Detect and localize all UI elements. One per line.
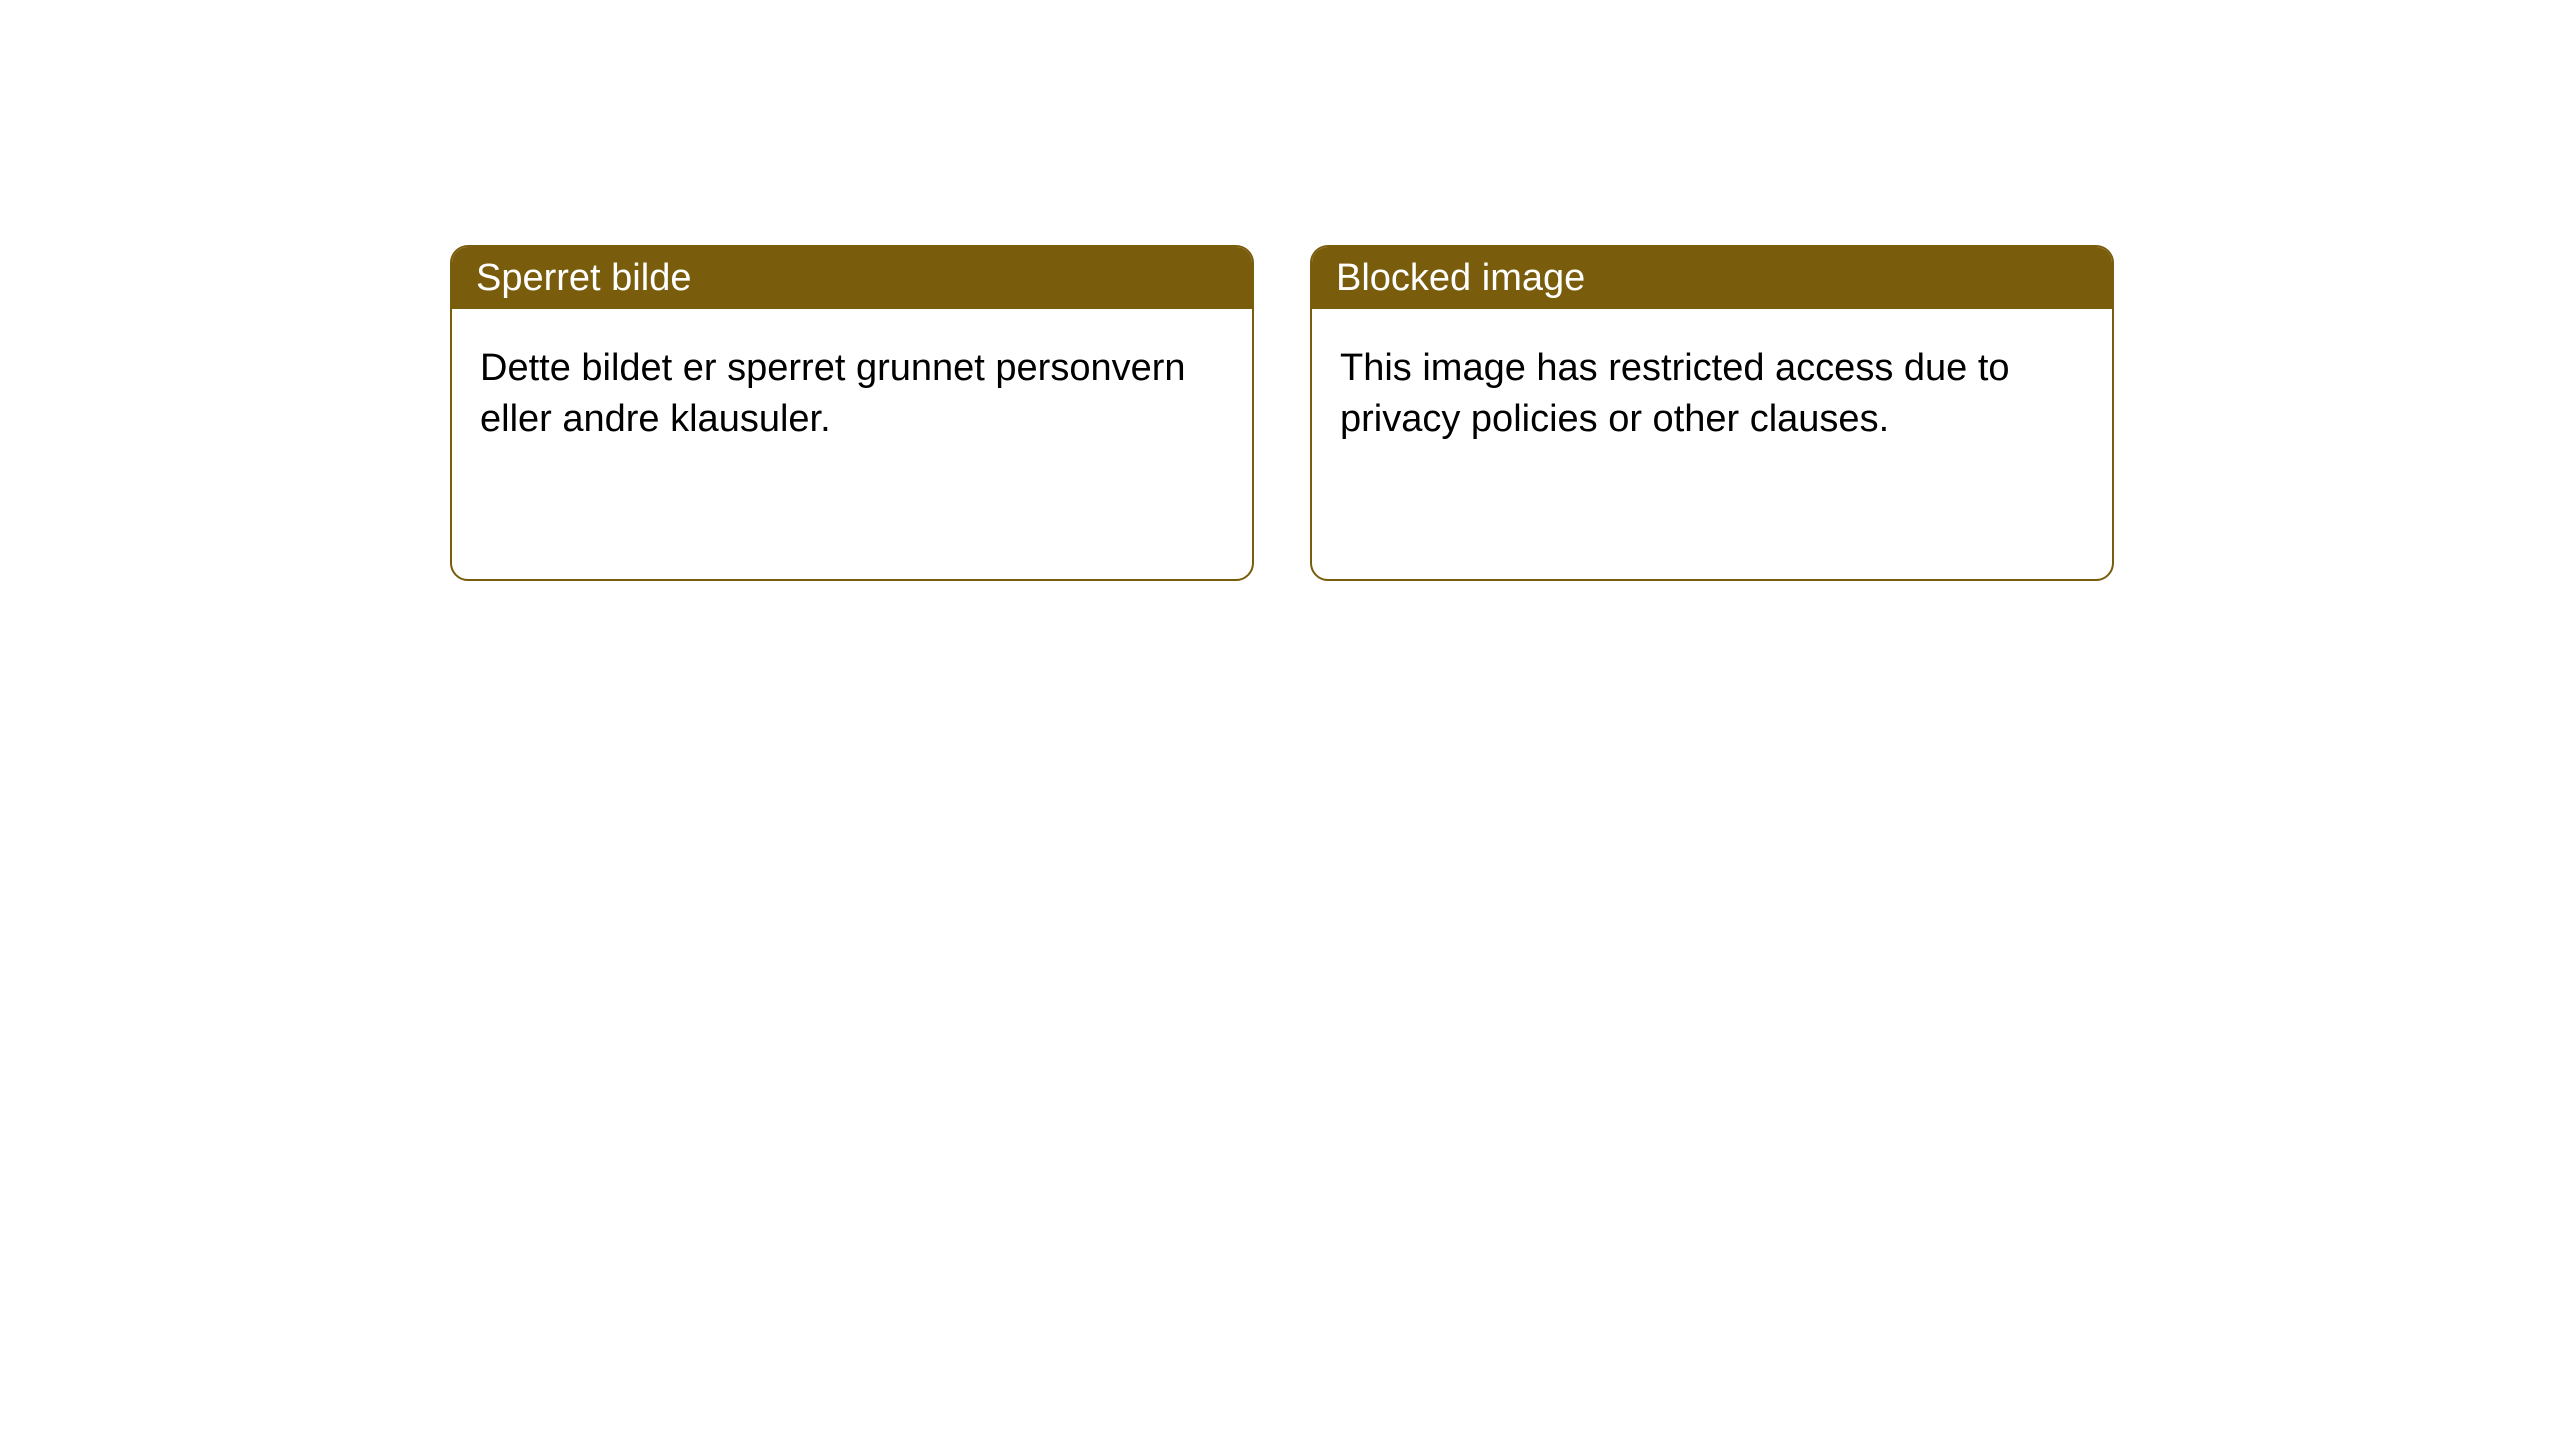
card-title: Blocked image [1312,247,2112,309]
notice-card-norwegian: Sperret bilde Dette bildet er sperret gr… [450,245,1254,581]
card-body-text: Dette bildet er sperret grunnet personve… [452,309,1252,480]
notice-cards-container: Sperret bilde Dette bildet er sperret gr… [0,0,2560,581]
notice-card-english: Blocked image This image has restricted … [1310,245,2114,581]
card-body-text: This image has restricted access due to … [1312,309,2112,480]
card-title: Sperret bilde [452,247,1252,309]
